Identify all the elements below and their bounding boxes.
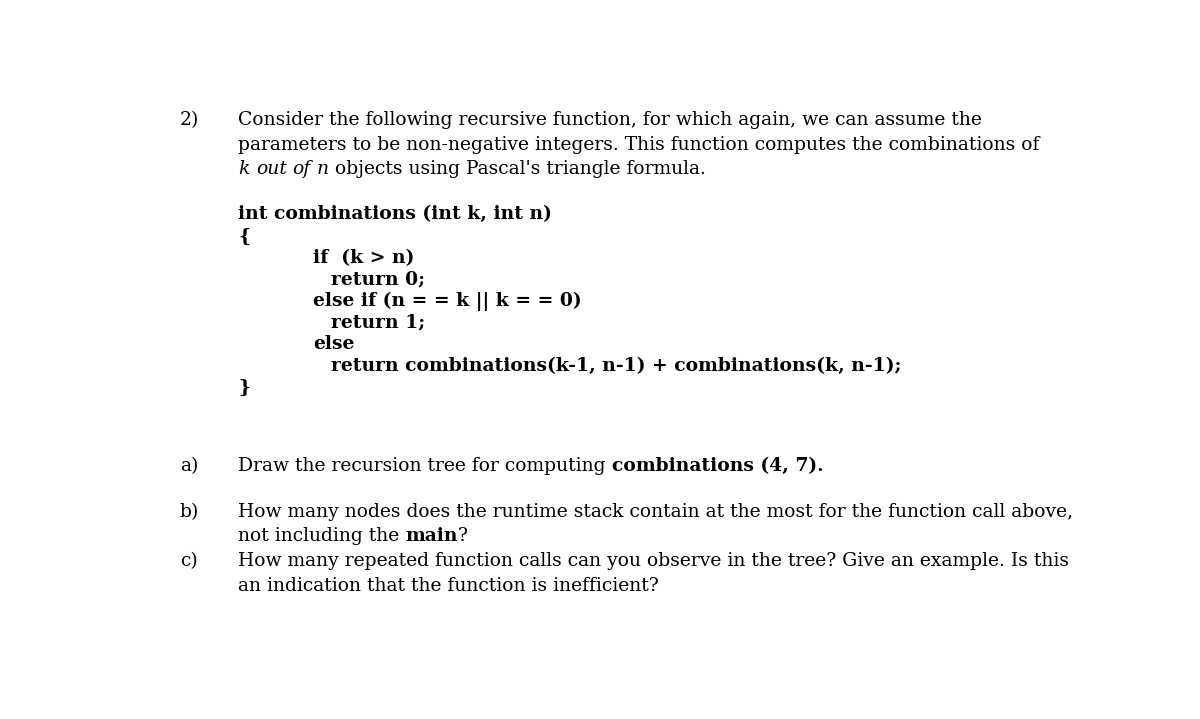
Text: combinations (4, 7).: combinations (4, 7).: [612, 457, 823, 475]
Text: objects using Pascal's triangle formula.: objects using Pascal's triangle formula.: [329, 160, 706, 178]
Text: k: k: [239, 160, 250, 178]
Text: an indication that the function is inefficient?: an indication that the function is ineff…: [239, 577, 659, 595]
Text: b): b): [180, 503, 199, 521]
Text: n: n: [317, 160, 329, 178]
Text: else if (n = = k || k = = 0): else if (n = = k || k = = 0): [313, 292, 581, 311]
Text: How many nodes does the runtime stack contain at the most for the function call : How many nodes does the runtime stack co…: [239, 503, 1074, 521]
Text: Consider the following recursive function, for which again, we can assume the: Consider the following recursive functio…: [239, 111, 983, 129]
Text: {: {: [239, 227, 251, 245]
Text: ?: ?: [458, 527, 468, 545]
Text: How many repeated function calls can you observe in the tree? Give an example. I: How many repeated function calls can you…: [239, 552, 1069, 570]
Text: else: else: [313, 335, 354, 354]
Text: int combinations (int k, int n): int combinations (int k, int n): [239, 205, 552, 223]
Text: }: }: [239, 379, 251, 397]
Text: if  (k > n): if (k > n): [313, 249, 414, 267]
Text: parameters to be non-negative integers. This function computes the combinations : parameters to be non-negative integers. …: [239, 136, 1039, 154]
Text: 2): 2): [180, 111, 199, 129]
Text: not including the: not including the: [239, 527, 406, 545]
Text: return 1;: return 1;: [331, 313, 426, 332]
Text: return 0;: return 0;: [331, 270, 426, 288]
Text: a): a): [180, 457, 198, 475]
Text: Draw the recursion tree for computing: Draw the recursion tree for computing: [239, 457, 612, 475]
Text: out: out: [256, 160, 287, 178]
Text: c): c): [180, 552, 198, 570]
Text: main: main: [406, 527, 458, 545]
Text: return combinations(k-1, n-1) + combinations(k, n-1);: return combinations(k-1, n-1) + combinat…: [331, 357, 902, 375]
Text: of: of: [293, 160, 311, 178]
